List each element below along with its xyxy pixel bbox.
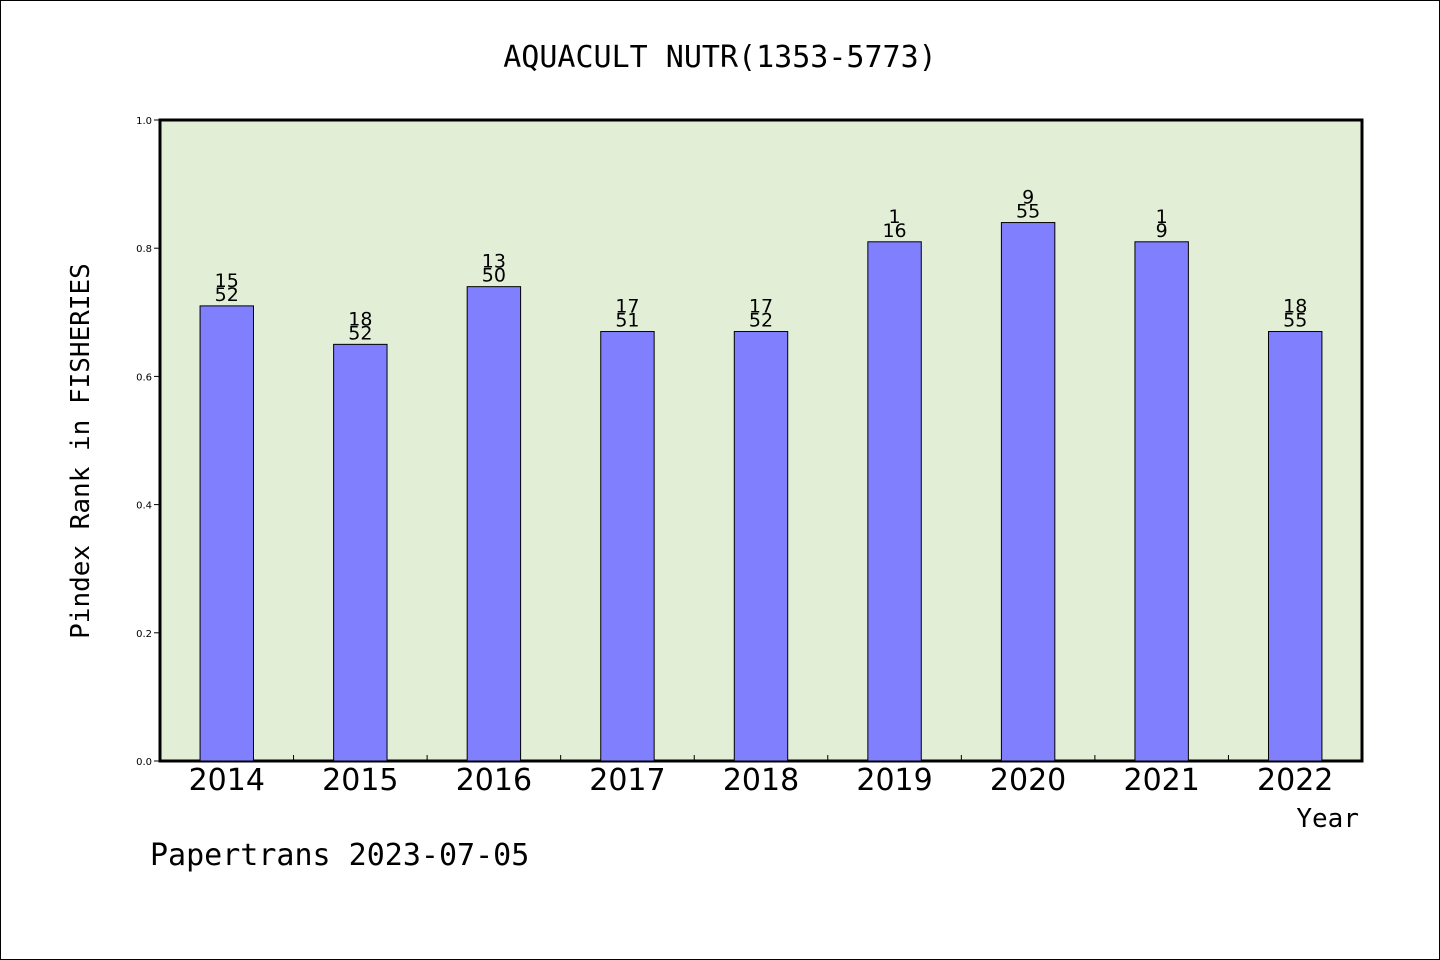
x-tick-label: 2017: [589, 763, 665, 798]
y-tick-label: 0.0: [136, 757, 152, 768]
x-axis: 2014 2015 2016 2017 2018 2019 2020 2021 2022: [189, 755, 1333, 798]
bar-rank-label: 18: [1283, 296, 1307, 318]
bar-total-label: 52: [749, 310, 773, 332]
x-axis-label: Year: [1296, 804, 1359, 834]
y-tick-label: 0.8: [136, 244, 152, 255]
bar-total-label: 50: [482, 265, 506, 287]
y-tick-label: 1.0: [136, 116, 152, 127]
bar-2020: [1000, 222, 1056, 762]
y-tick-label: 0.6: [136, 372, 152, 383]
bar-rank-label: 17: [749, 296, 773, 318]
bar-series: [199, 222, 1323, 762]
bar-2018: [733, 331, 789, 762]
x-tick-label: 2018: [723, 763, 799, 798]
y-tick-label: 0.4: [136, 501, 152, 512]
bar-total-label: 52: [215, 284, 239, 306]
y-axis: 0.0 0.2 0.4 0.6 0.8 1.0: [136, 116, 160, 768]
bar-rank-label: 15: [215, 270, 239, 292]
footer-credit: Papertrans 2023-07-05: [150, 838, 529, 873]
bar-2014: [199, 305, 254, 762]
y-axis-label: Pindex Rank in FISHERIES: [66, 263, 96, 639]
bar-rank-label: 9: [1022, 187, 1034, 209]
bar-2022: [1268, 331, 1323, 762]
bar-total-label: 9: [1156, 220, 1168, 242]
bar-total-label: 16: [882, 220, 906, 242]
bar-2017: [600, 331, 655, 762]
bar-total-label: 52: [348, 322, 372, 344]
chart-title: AQUACULT NUTR(1353-5773): [503, 40, 936, 75]
bar-rank-label: 13: [482, 251, 506, 273]
x-tick-label: 2019: [856, 763, 932, 798]
y-tick-label: 0.2: [136, 629, 152, 640]
bar-rank-label: 1: [889, 206, 901, 228]
bar-2016: [466, 286, 522, 762]
bar-total-label: 55: [1283, 310, 1307, 332]
bar-2015: [333, 343, 388, 762]
x-tick-label: 2021: [1123, 763, 1199, 798]
x-tick-label: 2016: [456, 763, 532, 798]
bar-rank-label: 1: [1156, 206, 1168, 228]
bar-total-label: 51: [615, 310, 639, 332]
bar-2019: [867, 241, 922, 762]
x-tick-label: 2015: [322, 763, 398, 798]
bar-total-label: 55: [1016, 201, 1040, 223]
bar-2021: [1134, 241, 1189, 762]
x-tick-label: 2022: [1257, 763, 1333, 798]
bar-rank-label: 18: [348, 308, 372, 330]
x-tick-label: 2014: [189, 763, 265, 798]
bar-rank-label: 17: [615, 296, 639, 318]
x-tick-label: 2020: [990, 763, 1066, 798]
